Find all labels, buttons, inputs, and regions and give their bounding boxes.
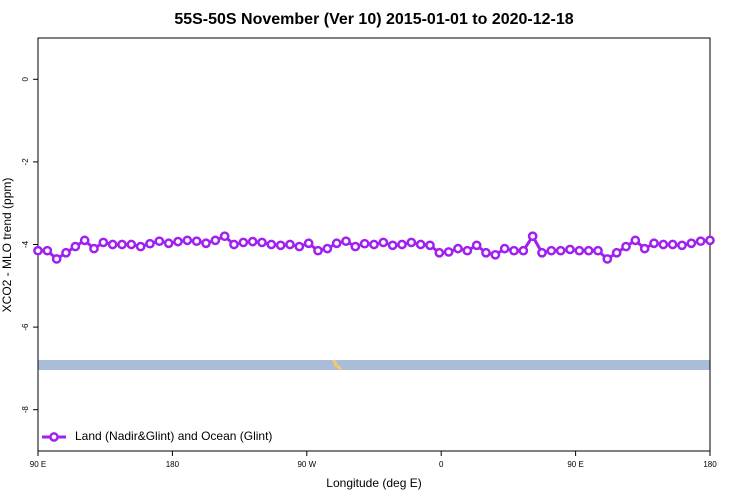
series-point (471, 240, 482, 251)
series-point (191, 236, 202, 247)
series-point (621, 241, 631, 252)
y-tick-label: 0 (21, 77, 30, 82)
series-point (126, 239, 137, 250)
series-point (61, 247, 71, 258)
series-point (565, 244, 575, 255)
series-point (705, 235, 715, 246)
series-point (51, 254, 62, 264)
series-point (70, 241, 81, 252)
land-patch (331, 360, 343, 370)
series-point (201, 238, 211, 249)
series-point (42, 245, 53, 256)
y-axis-label: XCO2 - MLO trend (ppm) (0, 178, 14, 313)
series-point (462, 245, 473, 256)
series-point (107, 239, 118, 250)
series-point (294, 241, 305, 252)
series-point (275, 240, 286, 251)
series-point (369, 239, 379, 250)
chart-title: 55S-50S November (Ver 10) 2015-01-01 to … (174, 11, 573, 28)
series-point (89, 243, 99, 254)
series-point (135, 241, 146, 252)
series-point (611, 247, 622, 258)
series-point (313, 245, 323, 256)
x-tick-label: 90 W (297, 460, 316, 469)
surface-strip (38, 360, 710, 370)
series-point (285, 239, 295, 250)
series-point (499, 243, 510, 254)
series-point (509, 245, 519, 256)
series-point (425, 240, 435, 251)
series-point (387, 240, 398, 251)
x-tick-label: 90 E (567, 460, 583, 469)
series-point (481, 247, 491, 258)
series-point (649, 238, 659, 249)
series-point (555, 245, 566, 256)
series-point (266, 239, 277, 250)
series-point (537, 247, 547, 258)
x-tick-label: 180 (166, 460, 180, 469)
series-point (574, 245, 585, 256)
x-tick-label: 0 (439, 460, 444, 469)
series-point (173, 236, 183, 247)
series-point (546, 245, 557, 256)
y-tick-label: -2 (21, 158, 30, 166)
series-point (518, 245, 529, 256)
series-point (163, 238, 174, 249)
series-point (593, 245, 603, 256)
series-point (397, 239, 407, 250)
series-point (639, 243, 650, 254)
series-point (341, 236, 351, 247)
series-point (490, 249, 501, 260)
series-point (182, 235, 193, 246)
series-point (322, 243, 333, 254)
series-point (117, 239, 127, 250)
series-point (154, 236, 165, 247)
x-axis-label: Longitude (deg E) (326, 476, 421, 490)
series-point (247, 236, 258, 247)
series-point (677, 240, 687, 251)
series-point (331, 238, 342, 249)
x-tick-label: 90 E (30, 460, 46, 469)
series-point (686, 238, 697, 249)
series-point (378, 237, 389, 248)
legend-label: Land (Nadir&Glint) and Ocean (Glint) (75, 429, 272, 443)
series-point (658, 239, 669, 250)
series-point (630, 235, 641, 246)
series-point (219, 231, 230, 242)
series-point (33, 245, 43, 256)
series-point (145, 238, 155, 249)
series-point (695, 236, 706, 247)
series-point (229, 239, 239, 250)
series-point (415, 239, 426, 250)
series-point (583, 245, 594, 256)
series-point (443, 247, 454, 257)
series-point (210, 235, 221, 246)
x-tick-label: 180 (703, 460, 717, 469)
series-point (350, 241, 361, 252)
y-tick-label: -8 (21, 406, 30, 414)
series-point (359, 238, 370, 249)
series-point (667, 239, 678, 250)
series-point (79, 235, 90, 246)
series-point (602, 254, 613, 264)
series-point (257, 237, 267, 248)
legend-marker (49, 432, 59, 442)
series-point (434, 247, 445, 258)
series-point (527, 231, 538, 242)
series-point (453, 243, 463, 254)
series-point (406, 237, 417, 248)
series-point (98, 237, 109, 248)
series-point (303, 238, 314, 249)
series-point (238, 237, 249, 248)
y-tick-label: -6 (21, 323, 30, 331)
y-tick-label: -4 (21, 240, 30, 248)
